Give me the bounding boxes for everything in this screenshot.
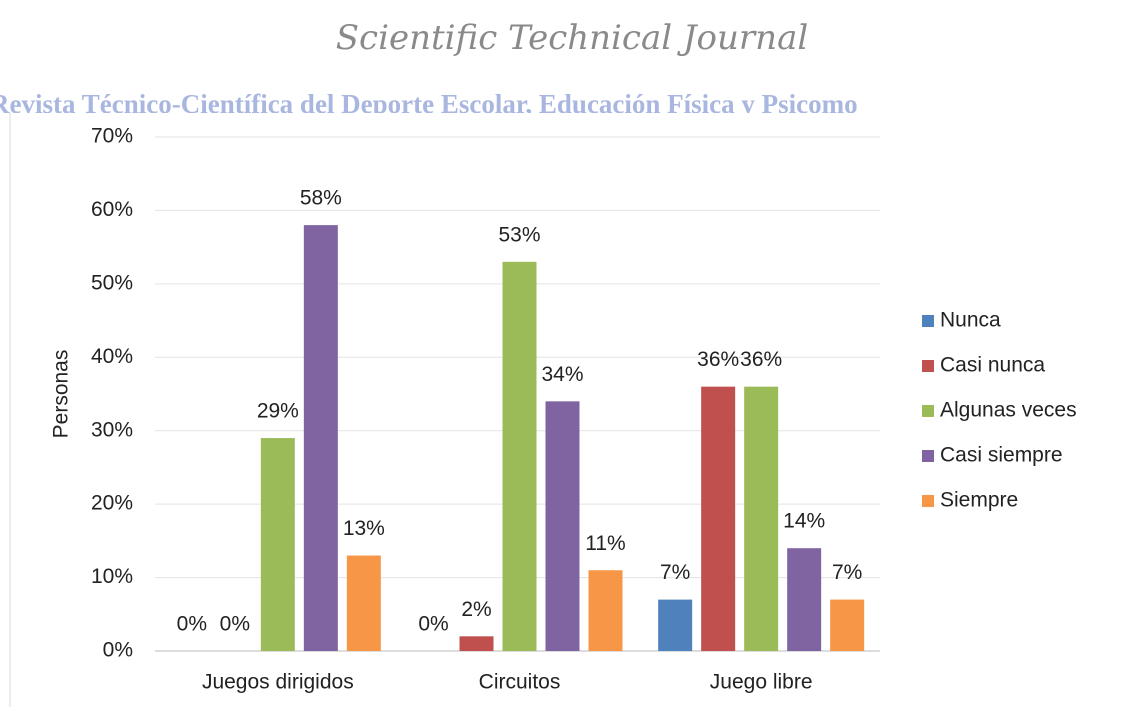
data-label: 53% [498, 223, 540, 246]
data-label: 0% [177, 613, 207, 636]
legend-label: Siempre [940, 489, 1018, 512]
data-label: 29% [257, 400, 299, 423]
data-label: 34% [541, 363, 583, 386]
y-tick-label: 60% [91, 198, 133, 221]
bar [260, 438, 295, 651]
y-tick-label: 70% [91, 125, 133, 148]
y-tick-label: 10% [91, 565, 133, 588]
bar [701, 386, 736, 651]
data-label: 13% [343, 517, 385, 540]
data-label: 7% [832, 561, 862, 584]
legend-swatch [922, 405, 934, 417]
x-tick-label: Juego libre [710, 671, 813, 694]
bar [459, 636, 494, 651]
data-label: 2% [461, 598, 491, 621]
legend-label: Casi siempre [940, 444, 1063, 467]
data-label: 36% [697, 348, 739, 371]
bar [303, 225, 338, 651]
y-tick-label: 20% [91, 492, 133, 515]
legend-label: Algunas veces [940, 399, 1077, 422]
bar [545, 401, 580, 651]
x-tick-label: Juegos dirigidos [202, 671, 354, 694]
legend-swatch [922, 360, 934, 372]
data-label: 11% [585, 532, 625, 555]
legend-swatch [922, 450, 934, 462]
legend-swatch [922, 315, 934, 327]
bar [830, 599, 865, 651]
data-label: 7% [660, 561, 690, 584]
y-tick-label: 50% [91, 271, 133, 294]
y-tick-label: 30% [91, 418, 133, 441]
bar [744, 386, 779, 651]
bar [658, 599, 693, 651]
legend-label: Casi nunca [940, 354, 1045, 377]
data-label: 0% [418, 613, 448, 636]
legend-label: Nunca [940, 309, 1001, 332]
data-label: 0% [220, 613, 250, 636]
bar [502, 261, 537, 651]
bar [787, 548, 822, 651]
data-label: 58% [300, 187, 342, 210]
legend-swatch [922, 495, 934, 507]
data-label: 36% [740, 348, 782, 371]
y-tick-label: 0% [103, 639, 133, 662]
journal-title: Scientific Technical Journal [336, 18, 808, 58]
data-label: 14% [783, 510, 825, 533]
bar [588, 570, 623, 651]
y-tick-label: 40% [91, 345, 133, 368]
x-tick-label: Circuitos [479, 671, 561, 694]
bar [346, 555, 381, 651]
y-axis-label: Personas [50, 350, 73, 439]
